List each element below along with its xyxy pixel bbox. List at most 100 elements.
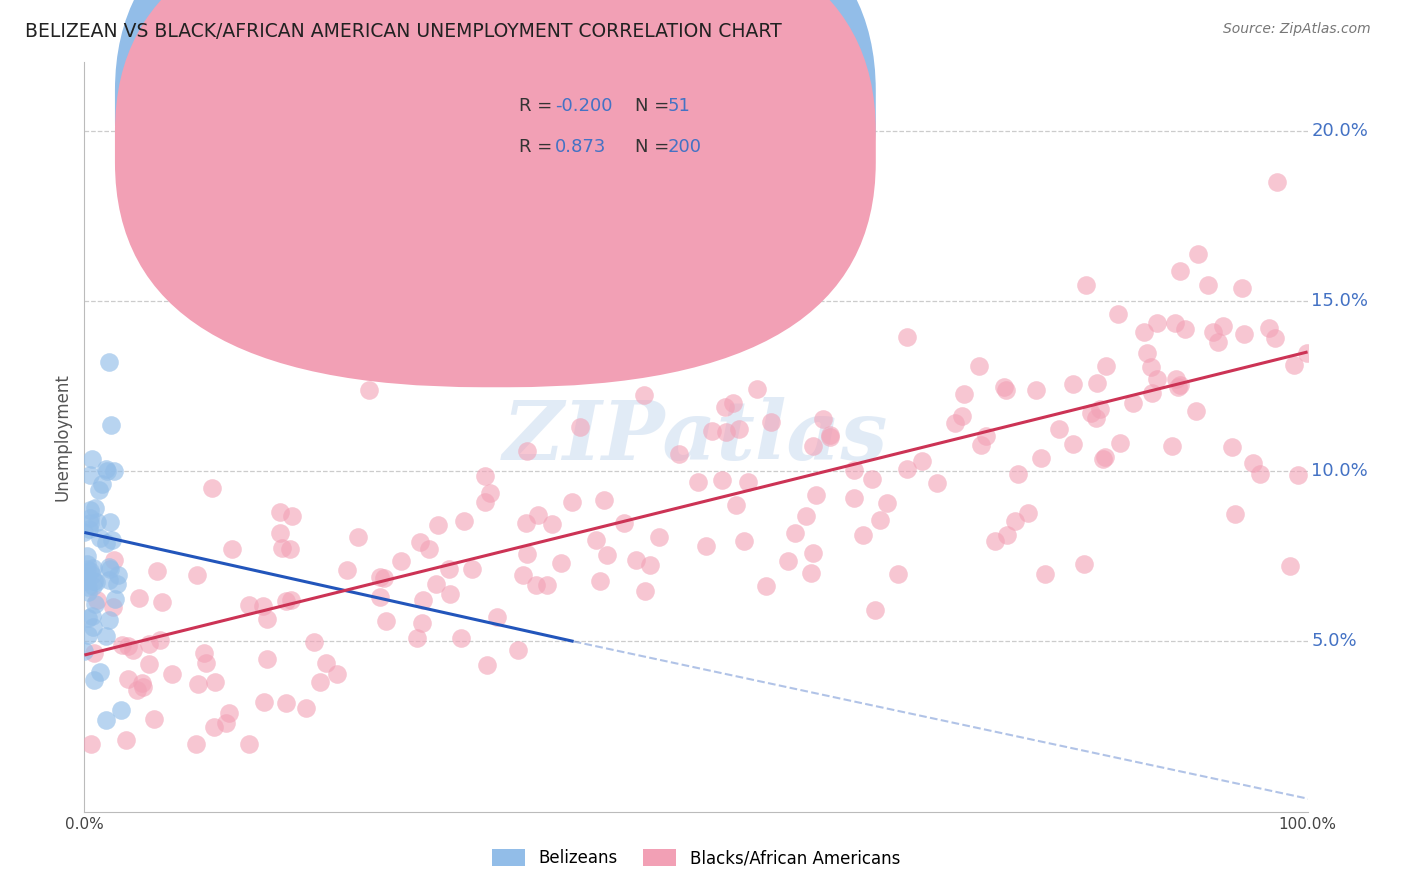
Point [1164, 372, 1187, 386]
Point [702, 424, 724, 438]
Point [94, 535, 117, 549]
Point [96, 713, 118, 727]
Point [755, 579, 778, 593]
Point [761, 415, 783, 429]
Point [304, 635, 326, 649]
Text: R =: R = [519, 137, 558, 156]
Point [347, 530, 370, 544]
Point [1167, 380, 1189, 394]
Point [336, 563, 359, 577]
Point [1265, 175, 1288, 189]
Point [1085, 376, 1108, 390]
Point [1233, 327, 1256, 342]
Point [280, 592, 302, 607]
Point [733, 533, 755, 548]
Point [97, 574, 120, 588]
Point [77, 523, 100, 537]
Point [1062, 437, 1084, 451]
Point [617, 334, 640, 348]
Legend: Belizeans, Blacks/African Americans: Belizeans, Blacks/African Americans [492, 849, 900, 867]
Point [357, 383, 380, 397]
Point [561, 494, 583, 508]
Point [1074, 278, 1097, 293]
Point [97, 613, 120, 627]
Point [411, 616, 433, 631]
Point [506, 642, 529, 657]
Point [373, 571, 395, 585]
Point [84, 575, 107, 590]
Text: Source: ZipAtlas.com: Source: ZipAtlas.com [1223, 22, 1371, 37]
Text: N =: N = [636, 137, 675, 156]
Point [896, 462, 918, 476]
Point [82, 620, 104, 634]
Point [716, 425, 738, 440]
Point [83, 673, 105, 687]
Point [73, 569, 96, 583]
Point [818, 430, 841, 444]
Point [1017, 506, 1039, 520]
Point [1164, 316, 1187, 330]
Point [475, 657, 498, 672]
Point [89, 665, 111, 679]
Point [1007, 467, 1029, 481]
Point [721, 396, 744, 410]
Point [1140, 385, 1163, 400]
Point [270, 541, 292, 556]
Point [187, 676, 209, 690]
Point [1062, 377, 1084, 392]
Text: 5.0%: 5.0% [1312, 632, 1357, 650]
FancyBboxPatch shape [115, 0, 876, 347]
Point [478, 486, 501, 500]
Point [1168, 377, 1191, 392]
Point [98, 355, 121, 369]
Text: 200: 200 [668, 137, 702, 156]
Point [1146, 371, 1168, 385]
Point [474, 495, 496, 509]
Point [1146, 316, 1168, 330]
Point [427, 517, 450, 532]
Point [969, 438, 991, 452]
Point [370, 570, 392, 584]
Point [695, 539, 717, 553]
Point [1249, 467, 1271, 481]
Point [82, 568, 104, 582]
Point [688, 475, 710, 490]
Point [638, 558, 661, 573]
Point [1168, 263, 1191, 277]
Point [79, 511, 101, 525]
Point [524, 578, 547, 592]
Point [592, 492, 614, 507]
Point [374, 614, 396, 628]
Point [84, 501, 107, 516]
Point [79, 516, 101, 530]
Point [1095, 359, 1118, 373]
Point [98, 515, 121, 529]
Point [648, 530, 671, 544]
Point [131, 675, 153, 690]
Point [995, 528, 1018, 542]
Text: N =: N = [636, 97, 675, 115]
Point [569, 420, 592, 434]
Point [94, 462, 117, 476]
Text: ZIPatlas: ZIPatlas [503, 397, 889, 477]
FancyBboxPatch shape [470, 85, 769, 171]
Point [585, 533, 607, 548]
Text: 10.0%: 10.0% [1312, 462, 1368, 480]
Point [204, 674, 226, 689]
Point [82, 560, 104, 574]
Point [295, 701, 318, 715]
Point [280, 508, 302, 523]
Point [799, 566, 821, 581]
Point [1140, 359, 1163, 374]
Point [389, 554, 412, 568]
Point [76, 562, 98, 576]
Point [269, 526, 291, 541]
Point [1202, 325, 1225, 339]
Point [238, 737, 260, 751]
Point [1073, 557, 1095, 571]
Point [1047, 422, 1070, 436]
Point [194, 657, 217, 671]
Point [238, 598, 260, 612]
Point [276, 696, 298, 710]
Point [121, 642, 143, 657]
